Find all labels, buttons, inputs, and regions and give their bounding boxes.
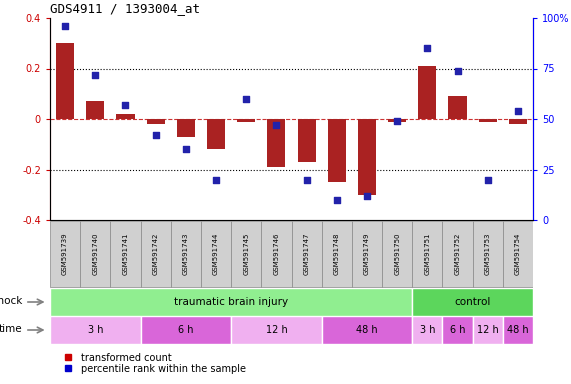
FancyBboxPatch shape [473,316,503,344]
Bar [207,119,225,149]
Point [302,177,311,183]
FancyBboxPatch shape [443,316,473,344]
Text: GSM591751: GSM591751 [424,233,431,275]
FancyBboxPatch shape [412,221,443,286]
FancyBboxPatch shape [503,221,533,286]
Point [121,102,130,108]
Text: GSM591745: GSM591745 [243,233,249,275]
Point [423,45,432,51]
FancyBboxPatch shape [473,221,503,286]
Text: GSM591750: GSM591750 [394,233,400,275]
FancyBboxPatch shape [231,221,262,286]
Bar [237,119,255,121]
Text: GSM591741: GSM591741 [122,233,128,275]
Text: 6 h: 6 h [450,325,465,335]
FancyBboxPatch shape [262,221,292,286]
FancyBboxPatch shape [231,316,321,344]
Text: GSM591754: GSM591754 [515,233,521,275]
Bar [177,119,195,137]
FancyBboxPatch shape [50,288,412,316]
Point [242,96,251,102]
Bar [297,119,316,162]
Bar [328,119,346,182]
Point [211,177,220,183]
FancyBboxPatch shape [110,221,140,286]
FancyBboxPatch shape [50,221,80,286]
Point [363,193,372,199]
FancyBboxPatch shape [321,221,352,286]
FancyBboxPatch shape [503,316,533,344]
Bar [147,119,164,124]
Point [453,68,462,74]
Bar [267,119,286,167]
Bar [358,119,376,195]
Point [151,132,160,138]
FancyBboxPatch shape [412,288,533,316]
Bar [448,96,467,119]
FancyBboxPatch shape [171,221,201,286]
Legend: transformed count, percentile rank within the sample: transformed count, percentile rank withi… [55,349,250,377]
Text: GSM591744: GSM591744 [213,233,219,275]
FancyBboxPatch shape [140,221,171,286]
FancyBboxPatch shape [140,316,231,344]
FancyBboxPatch shape [321,316,412,344]
Text: shock: shock [0,296,22,306]
Text: GSM591749: GSM591749 [364,233,370,275]
Text: GSM591740: GSM591740 [93,233,98,275]
Text: 6 h: 6 h [178,325,194,335]
Text: GSM591743: GSM591743 [183,233,189,275]
Text: 3 h: 3 h [87,325,103,335]
Text: GSM591748: GSM591748 [334,233,340,275]
Point [91,71,100,78]
FancyBboxPatch shape [292,221,321,286]
Point [513,108,522,114]
Text: GSM591739: GSM591739 [62,233,68,275]
Text: GSM591742: GSM591742 [152,233,159,275]
Text: GSM591747: GSM591747 [304,233,309,275]
Bar [56,43,74,119]
Point [393,118,402,124]
Bar [509,119,527,124]
Point [332,197,341,203]
Bar [478,119,497,121]
Text: GSM591753: GSM591753 [485,233,490,275]
Point [272,122,281,128]
FancyBboxPatch shape [443,221,473,286]
Text: time: time [0,324,22,334]
Text: 12 h: 12 h [266,325,287,335]
FancyBboxPatch shape [412,316,443,344]
FancyBboxPatch shape [352,221,382,286]
Point [61,23,70,29]
FancyBboxPatch shape [50,316,140,344]
FancyBboxPatch shape [80,221,110,286]
Text: 48 h: 48 h [356,325,378,335]
Text: GSM591746: GSM591746 [274,233,279,275]
Bar [388,119,406,121]
Point [483,177,492,183]
Text: control: control [455,297,491,307]
FancyBboxPatch shape [382,221,412,286]
Text: GDS4911 / 1393004_at: GDS4911 / 1393004_at [50,2,200,15]
FancyBboxPatch shape [201,221,231,286]
Text: traumatic brain injury: traumatic brain injury [174,297,288,307]
Bar [116,114,135,119]
Point [181,146,190,152]
Text: 3 h: 3 h [420,325,435,335]
Text: GSM591752: GSM591752 [455,233,461,275]
Text: 12 h: 12 h [477,325,498,335]
Bar [419,66,436,119]
Text: 48 h: 48 h [507,325,529,335]
Bar [86,101,104,119]
